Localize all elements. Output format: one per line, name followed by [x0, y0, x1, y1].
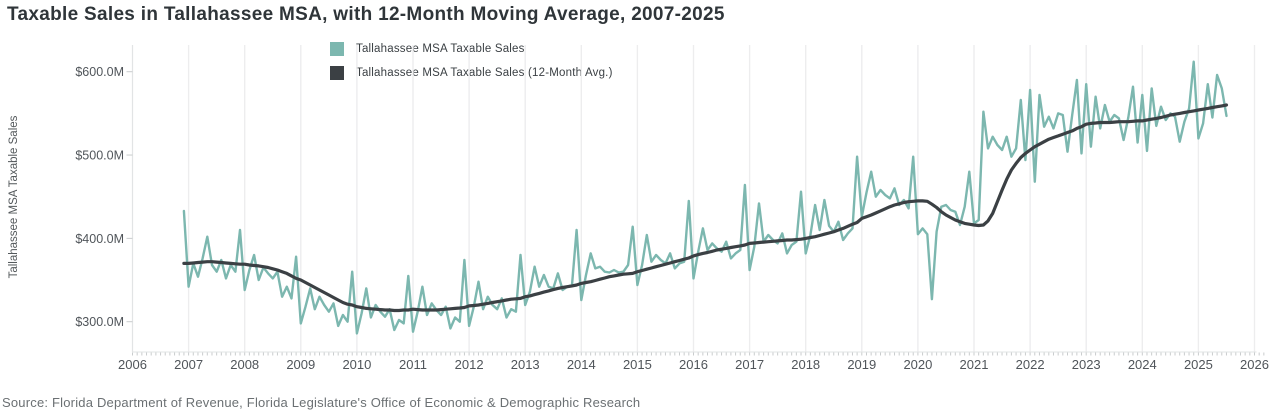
- x-tick-label: 2013: [511, 357, 540, 372]
- y-tick-label: $400.0M: [75, 232, 124, 246]
- legend-label: Tallahassee MSA Taxable Sales (12-Month …: [356, 66, 613, 79]
- x-tick-label: 2022: [1016, 357, 1045, 372]
- x-tick-label: 2017: [735, 357, 764, 372]
- chart-title: Taxable Sales in Tallahassee MSA, with 1…: [7, 4, 725, 25]
- x-tick-label: 2016: [679, 357, 708, 372]
- moving-average-line: [182, 103, 1229, 313]
- source-note: Source: Florida Department of Revenue, F…: [2, 395, 641, 410]
- x-tick-label: 2008: [230, 357, 259, 372]
- x-tick-label: 2011: [399, 357, 427, 372]
- x-tick-label: 2026: [1240, 357, 1269, 372]
- x-tick-label: 2007: [174, 357, 203, 372]
- sales-line: [182, 60, 1228, 335]
- y-tick-label: $300.0M: [75, 315, 124, 329]
- legend-item-taxable-sales[interactable]: Tallahassee MSA Taxable Sales: [330, 40, 613, 57]
- x-tick-label: 2009: [286, 357, 315, 372]
- x-tick-label: 2024: [1128, 357, 1157, 372]
- x-tick-label: 2015: [623, 357, 652, 372]
- x-tick-label: 2025: [1184, 357, 1213, 372]
- x-tick-label: 2020: [903, 357, 932, 372]
- legend: Tallahassee MSA Taxable Sales Tallahasse…: [330, 40, 613, 88]
- x-tick-label: 2021: [960, 357, 989, 372]
- legend-swatch-dark: [330, 65, 344, 80]
- x-tick-label: 2010: [342, 357, 371, 372]
- x-tick-label: 2012: [455, 357, 484, 372]
- legend-label: Tallahassee MSA Taxable Sales: [356, 42, 525, 55]
- legend-swatch-teal: [330, 41, 344, 56]
- x-tick-label: 2023: [1072, 357, 1101, 372]
- x-tick-label: 2019: [847, 357, 876, 372]
- x-tick-label: 2014: [567, 357, 596, 372]
- y-tick-label: $500.0M: [75, 149, 124, 163]
- legend-item-moving-average[interactable]: Tallahassee MSA Taxable Sales (12-Month …: [330, 64, 613, 81]
- x-tick-label: 2018: [791, 357, 820, 372]
- x-tick-label: 2006: [118, 357, 147, 372]
- y-axis-title: Tallahassee MSA Taxable Sales: [8, 115, 20, 278]
- y-tick-label: $600.0M: [75, 65, 124, 79]
